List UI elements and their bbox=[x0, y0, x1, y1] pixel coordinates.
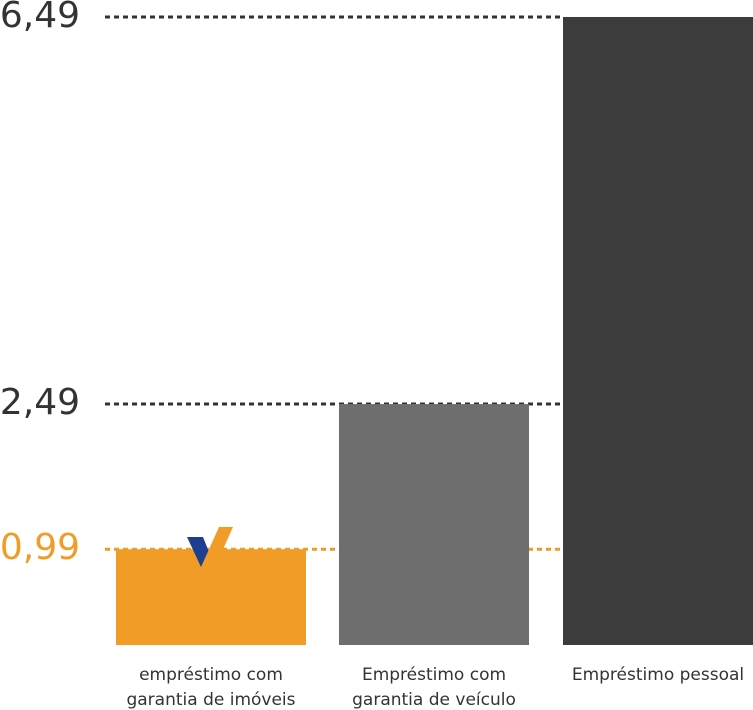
category-label: Empréstimo pessoal bbox=[571, 665, 745, 685]
category-label: empréstimo com garantia de imóveis bbox=[126, 665, 296, 710]
bar bbox=[339, 404, 529, 645]
category-label: Empréstimo com garantia de veículo bbox=[352, 665, 516, 710]
logo bbox=[187, 527, 233, 567]
value-label: 0,99 bbox=[0, 527, 80, 568]
value-label: 2,49 bbox=[0, 382, 80, 423]
value-label: 6,49 bbox=[0, 0, 80, 36]
bar bbox=[563, 17, 753, 645]
